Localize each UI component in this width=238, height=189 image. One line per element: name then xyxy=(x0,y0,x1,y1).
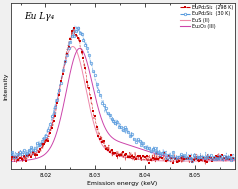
Legend: EuPd₂Si₂  (298 K), EuPd₂Si₂  (30 K), EuS (II), Eu₂O₃ (III): EuPd₂Si₂ (298 K), EuPd₂Si₂ (30 K), EuS (… xyxy=(179,4,234,30)
X-axis label: Emission energy (keV): Emission energy (keV) xyxy=(87,180,158,186)
Text: Eu Lγ₄: Eu Lγ₄ xyxy=(24,12,54,21)
Y-axis label: Intensity: Intensity xyxy=(4,72,9,100)
